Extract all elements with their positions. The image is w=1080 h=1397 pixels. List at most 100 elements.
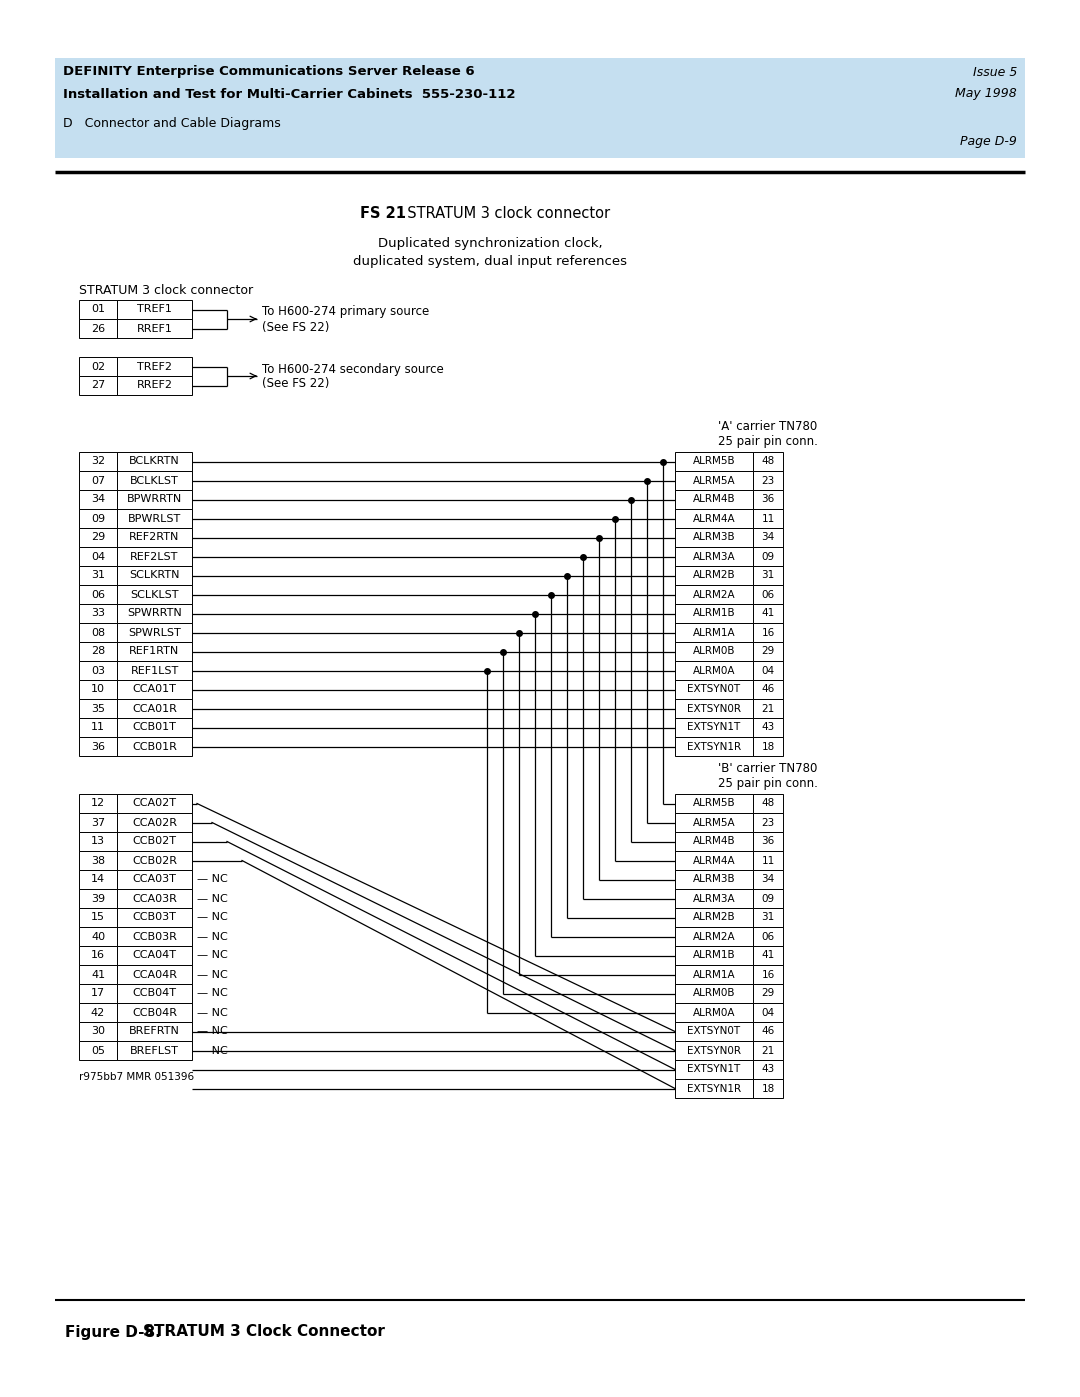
Bar (79, 661, 117, 680)
Text: 25 pair pin conn.: 25 pair pin conn. (718, 777, 818, 789)
Text: CCA02R: CCA02R (132, 817, 177, 827)
Text: To H600-274 secondary source: To H600-274 secondary source (262, 362, 444, 376)
Bar (753, 1023, 783, 1041)
Text: Figure D-8.: Figure D-8. (65, 1324, 161, 1340)
Text: 38: 38 (91, 855, 105, 866)
Bar (675, 833, 753, 851)
Bar (117, 983, 192, 1003)
Text: 32: 32 (91, 457, 105, 467)
Text: ALRM4A: ALRM4A (692, 855, 735, 866)
Text: ALRM1B: ALRM1B (692, 609, 735, 619)
Bar (675, 471, 753, 490)
Bar (79, 698, 117, 718)
Text: 37: 37 (91, 817, 105, 827)
Bar (79, 376, 117, 395)
Text: REF2LST: REF2LST (131, 552, 178, 562)
Text: SPWRRTN: SPWRRTN (127, 609, 181, 619)
Text: ALRM4B: ALRM4B (692, 495, 735, 504)
Bar (753, 908, 783, 928)
Text: CCA03T: CCA03T (133, 875, 176, 884)
Text: 48: 48 (761, 457, 774, 467)
Text: EXTSYN0R: EXTSYN0R (687, 704, 741, 714)
Text: CCB04T: CCB04T (133, 989, 176, 999)
Bar (117, 490, 192, 509)
Text: CCA01R: CCA01R (132, 704, 177, 714)
Bar (675, 888, 753, 908)
Bar (55, 59, 1025, 110)
Bar (675, 1041, 753, 1060)
Text: 16: 16 (761, 970, 774, 979)
Bar (79, 738, 117, 756)
Bar (753, 793, 783, 813)
Text: FS 21: FS 21 (360, 207, 406, 222)
Bar (675, 604, 753, 623)
Bar (753, 928, 783, 946)
Text: CCA03R: CCA03R (132, 894, 177, 904)
Text: 05: 05 (91, 1045, 105, 1056)
Text: ALRM4B: ALRM4B (692, 837, 735, 847)
Text: 04: 04 (761, 665, 774, 676)
Text: REF1RTN: REF1RTN (130, 647, 179, 657)
Text: 08: 08 (91, 627, 105, 637)
Bar (675, 528, 753, 548)
Bar (753, 548, 783, 566)
Text: 30: 30 (91, 1027, 105, 1037)
Bar (79, 870, 117, 888)
Bar (753, 718, 783, 738)
Text: 03: 03 (91, 665, 105, 676)
Bar (117, 509, 192, 528)
Bar (117, 908, 192, 928)
Bar (79, 566, 117, 585)
Bar (117, 698, 192, 718)
Text: CCB03T: CCB03T (133, 912, 176, 922)
Bar (79, 908, 117, 928)
Text: 10: 10 (91, 685, 105, 694)
Text: CCB02T: CCB02T (133, 837, 176, 847)
Text: Page D-9: Page D-9 (960, 136, 1017, 148)
Text: 09: 09 (91, 514, 105, 524)
Bar (117, 1041, 192, 1060)
Text: 29: 29 (761, 647, 774, 657)
Text: 34: 34 (761, 532, 774, 542)
Bar (79, 509, 117, 528)
Text: 02: 02 (91, 362, 105, 372)
Bar (79, 680, 117, 698)
Text: CCB03R: CCB03R (132, 932, 177, 942)
Text: TREF1: TREF1 (137, 305, 172, 314)
Bar (117, 833, 192, 851)
Text: — NC: — NC (197, 950, 228, 961)
Text: 46: 46 (761, 1027, 774, 1037)
Bar (753, 1060, 783, 1078)
Bar (117, 453, 192, 471)
Text: EXTSYN0R: EXTSYN0R (687, 1045, 741, 1056)
Text: ALRM4A: ALRM4A (692, 514, 735, 524)
Text: 04: 04 (761, 1007, 774, 1017)
Bar (79, 490, 117, 509)
Bar (79, 888, 117, 908)
Text: ALRM3A: ALRM3A (692, 552, 735, 562)
Bar (675, 870, 753, 888)
Bar (753, 585, 783, 604)
Bar (753, 946, 783, 965)
Text: 12: 12 (91, 799, 105, 809)
Bar (675, 813, 753, 833)
Text: 09: 09 (761, 552, 774, 562)
Text: 06: 06 (761, 932, 774, 942)
Bar (79, 1023, 117, 1041)
Bar (79, 300, 117, 319)
Text: STRATUM 3 clock connector: STRATUM 3 clock connector (399, 207, 610, 222)
Bar (753, 604, 783, 623)
Text: 26: 26 (91, 324, 105, 334)
Text: — NC: — NC (197, 932, 228, 942)
Text: CCA02T: CCA02T (133, 799, 176, 809)
Bar (675, 1003, 753, 1023)
Bar (117, 813, 192, 833)
Text: 43: 43 (761, 1065, 774, 1074)
Text: 23: 23 (761, 817, 774, 827)
Bar (753, 566, 783, 585)
Bar (79, 928, 117, 946)
Text: SPWRLST: SPWRLST (129, 627, 180, 637)
Bar (753, 509, 783, 528)
Text: ALRM2A: ALRM2A (692, 932, 735, 942)
Bar (79, 718, 117, 738)
